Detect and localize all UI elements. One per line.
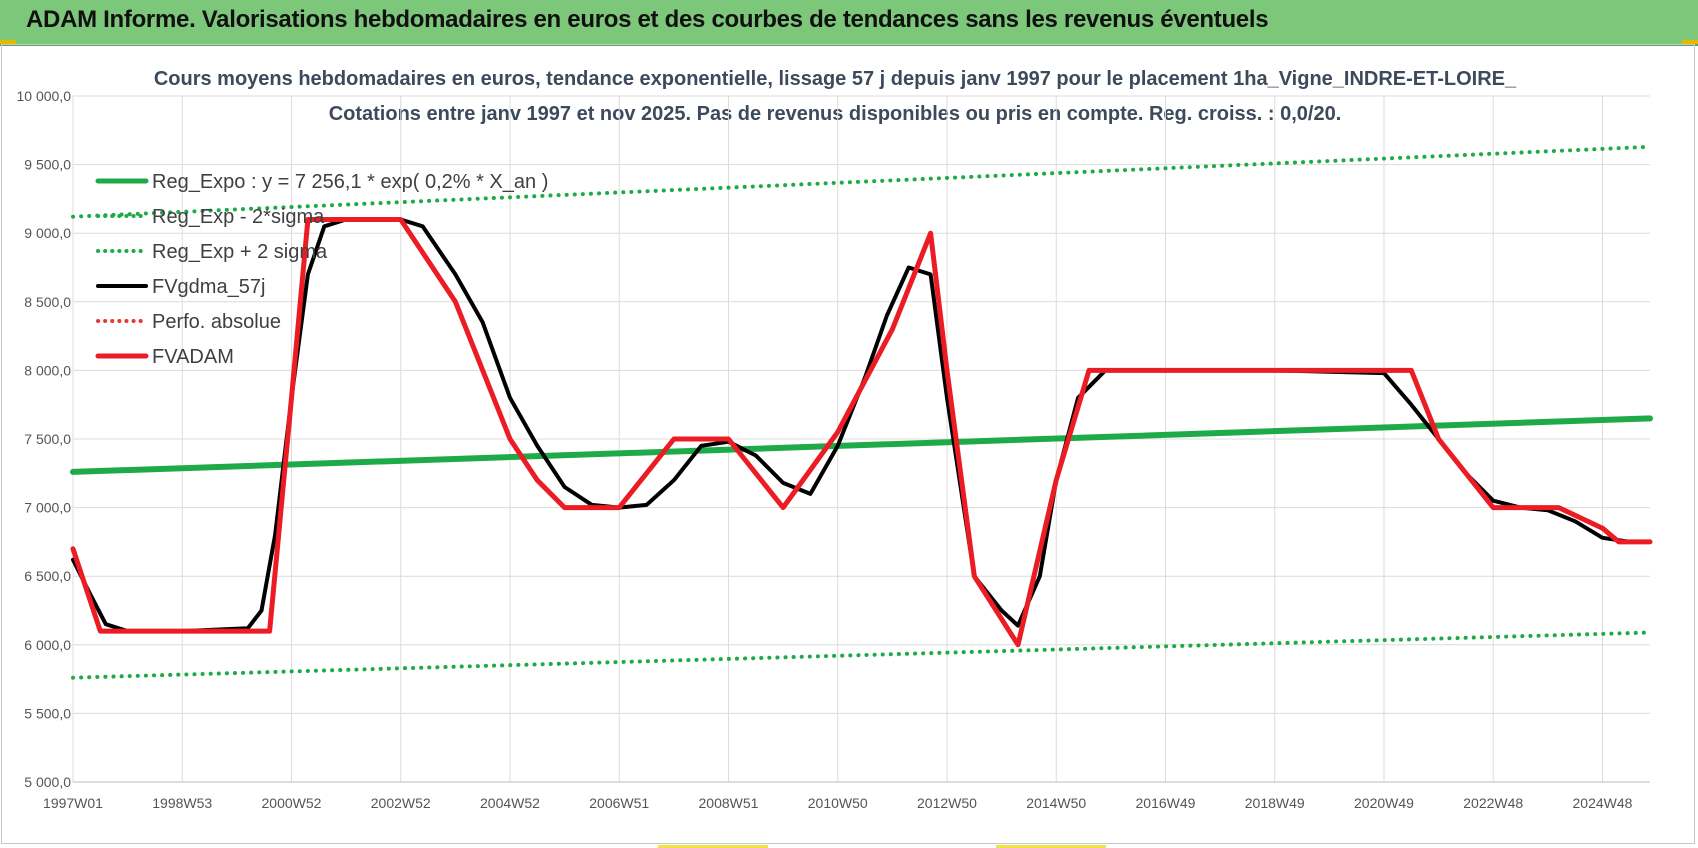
gridlines: [72, 95, 1650, 783]
x-tick-label: 2022W48: [1463, 795, 1523, 811]
x-tick-label: 2014W50: [1026, 795, 1086, 811]
x-tick-label: 1997W01: [43, 795, 103, 811]
chart-title-line2: Cotations entre janv 1997 et nov 2025. P…: [328, 103, 1342, 125]
y-tick-label: 7 500,0: [24, 431, 71, 447]
chart-title-line1: Cours moyens hebdomadaires en euros, ten…: [153, 68, 1517, 90]
scroll-marker-2: [996, 845, 1106, 848]
y-tick-label: 7 000,0: [24, 500, 71, 516]
legend-label: FVgdma_57j: [152, 276, 265, 298]
scroll-marker-1: [658, 845, 768, 848]
x-tick-label: 1998W53: [152, 795, 212, 811]
legend-label: Perfo. absolue: [152, 311, 281, 333]
y-tick-label: 5 000,0: [24, 774, 71, 790]
legend-label: FVADAM: [152, 346, 234, 368]
x-tick-label: 2024W48: [1573, 795, 1633, 811]
series-lines: [70, 144, 1653, 680]
chart-frame: [1, 44, 1695, 844]
x-tick-label: 2002W52: [371, 795, 431, 811]
legend-label: Reg_Exp + 2 sigma: [152, 241, 328, 263]
corner-marker-right: [1682, 40, 1698, 44]
y-tick-label: 9 500,0: [24, 157, 71, 173]
x-tick-label: 2000W52: [262, 795, 322, 811]
y-tick-label: 6 000,0: [24, 637, 71, 653]
x-tick-label: 2012W50: [917, 795, 977, 811]
y-tick-label: 9 000,0: [24, 225, 71, 241]
x-tick-label: 2010W50: [808, 795, 868, 811]
header-bar: [0, 0, 1698, 46]
y-tick-label: 10 000,0: [17, 88, 72, 104]
x-tick-label: 2004W52: [480, 795, 540, 811]
x-tick-label: 2006W51: [589, 795, 649, 811]
x-tick-label: 2008W51: [699, 795, 759, 811]
x-tick-label: 2018W49: [1245, 795, 1305, 811]
series-line-0: [70, 415, 1653, 475]
y-tick-label: 8 500,0: [24, 294, 71, 310]
legend-label: Reg_Exp - 2*sigma: [152, 206, 325, 228]
series-line-1: [71, 630, 1652, 680]
legend-label: Reg_Expo : y = 7 256,1 * exp( 0,2% * X_a…: [152, 171, 548, 193]
report-title: ADAM Informe. Valorisations hebdomadaire…: [26, 6, 1269, 33]
y-tick-label: 6 500,0: [24, 568, 71, 584]
y-axis-ticks: 5 000,0 5 500,0 6 000,0 6 500,0 7 000,0 7 500…: [17, 88, 72, 790]
series-line-5: [70, 217, 1653, 648]
legend: Reg_Expo : y = 7 256,1 * exp( 0,2% * X_a…: [95, 171, 548, 368]
y-tick-label: 8 000,0: [24, 362, 71, 378]
x-axis-ticks: 1997W01 1998W53 2000W52 2002W52 2004W52 2006W…: [43, 795, 1633, 811]
x-tick-label: 2016W49: [1136, 795, 1196, 811]
x-tick-label: 2020W49: [1354, 795, 1414, 811]
y-tick-label: 5 500,0: [24, 705, 71, 721]
corner-marker-left: [0, 40, 16, 44]
